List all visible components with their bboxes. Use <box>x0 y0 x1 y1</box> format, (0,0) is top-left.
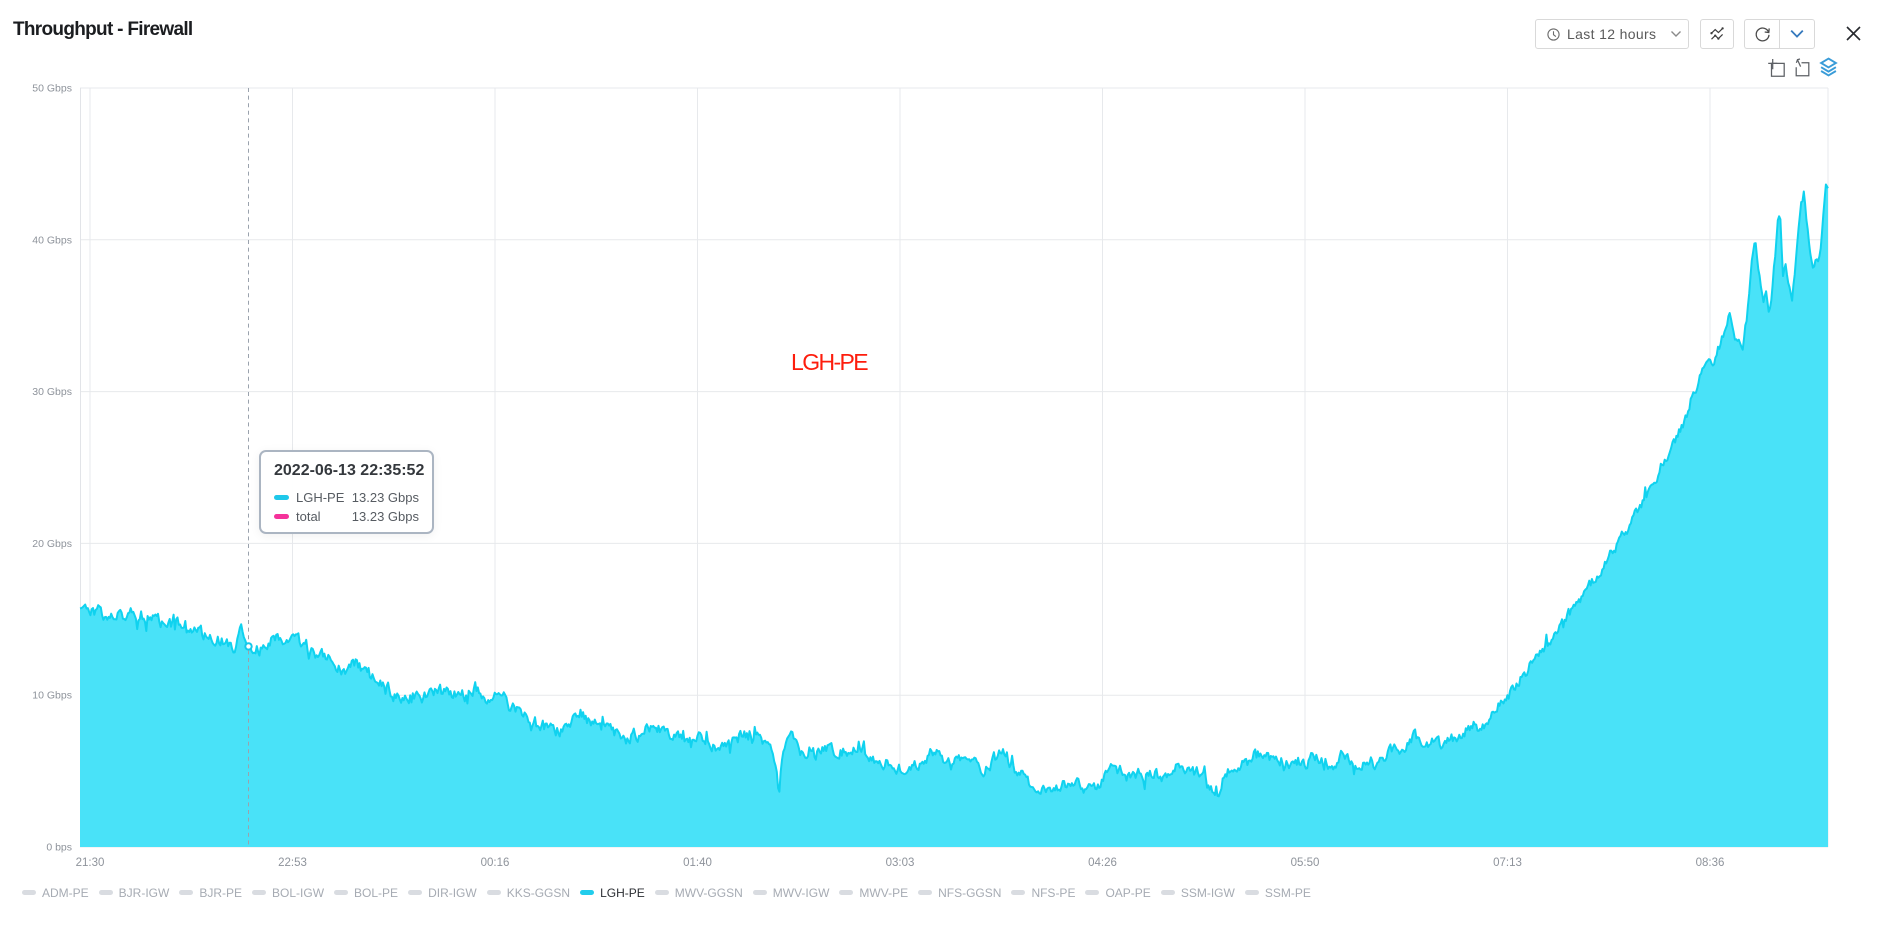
svg-text:50 Gbps: 50 Gbps <box>32 83 72 95</box>
svg-text:21:30: 21:30 <box>76 857 105 869</box>
svg-text:40 Gbps: 40 Gbps <box>32 234 72 246</box>
svg-text:0 bps: 0 bps <box>46 842 72 854</box>
svg-text:30 Gbps: 30 Gbps <box>32 386 72 398</box>
svg-text:08:36: 08:36 <box>1696 857 1725 869</box>
svg-text:03:03: 03:03 <box>886 857 915 869</box>
svg-text:00:16: 00:16 <box>481 857 510 869</box>
svg-text:20 Gbps: 20 Gbps <box>32 538 72 550</box>
svg-text:01:40: 01:40 <box>683 857 712 869</box>
svg-text:05:50: 05:50 <box>1291 857 1320 869</box>
svg-text:07:13: 07:13 <box>1493 857 1522 869</box>
svg-text:10 Gbps: 10 Gbps <box>32 690 72 702</box>
svg-text:22:53: 22:53 <box>278 857 307 869</box>
svg-text:04:26: 04:26 <box>1088 857 1117 869</box>
